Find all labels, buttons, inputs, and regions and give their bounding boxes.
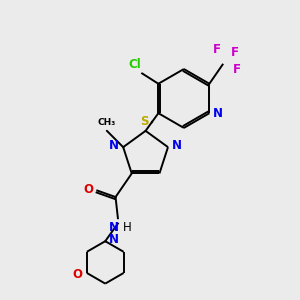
Text: Cl: Cl <box>128 58 141 71</box>
Text: F: F <box>231 46 239 59</box>
Text: N: N <box>172 139 182 152</box>
Text: N: N <box>110 139 119 152</box>
Text: O: O <box>73 268 82 281</box>
Text: F: F <box>233 62 241 76</box>
Text: H: H <box>123 220 132 234</box>
Text: O: O <box>84 183 94 196</box>
Text: CH₃: CH₃ <box>97 118 116 127</box>
Text: N: N <box>213 107 223 120</box>
Text: F: F <box>213 44 221 56</box>
Text: S: S <box>140 115 148 128</box>
Text: N: N <box>109 233 119 246</box>
Text: N: N <box>110 221 119 234</box>
